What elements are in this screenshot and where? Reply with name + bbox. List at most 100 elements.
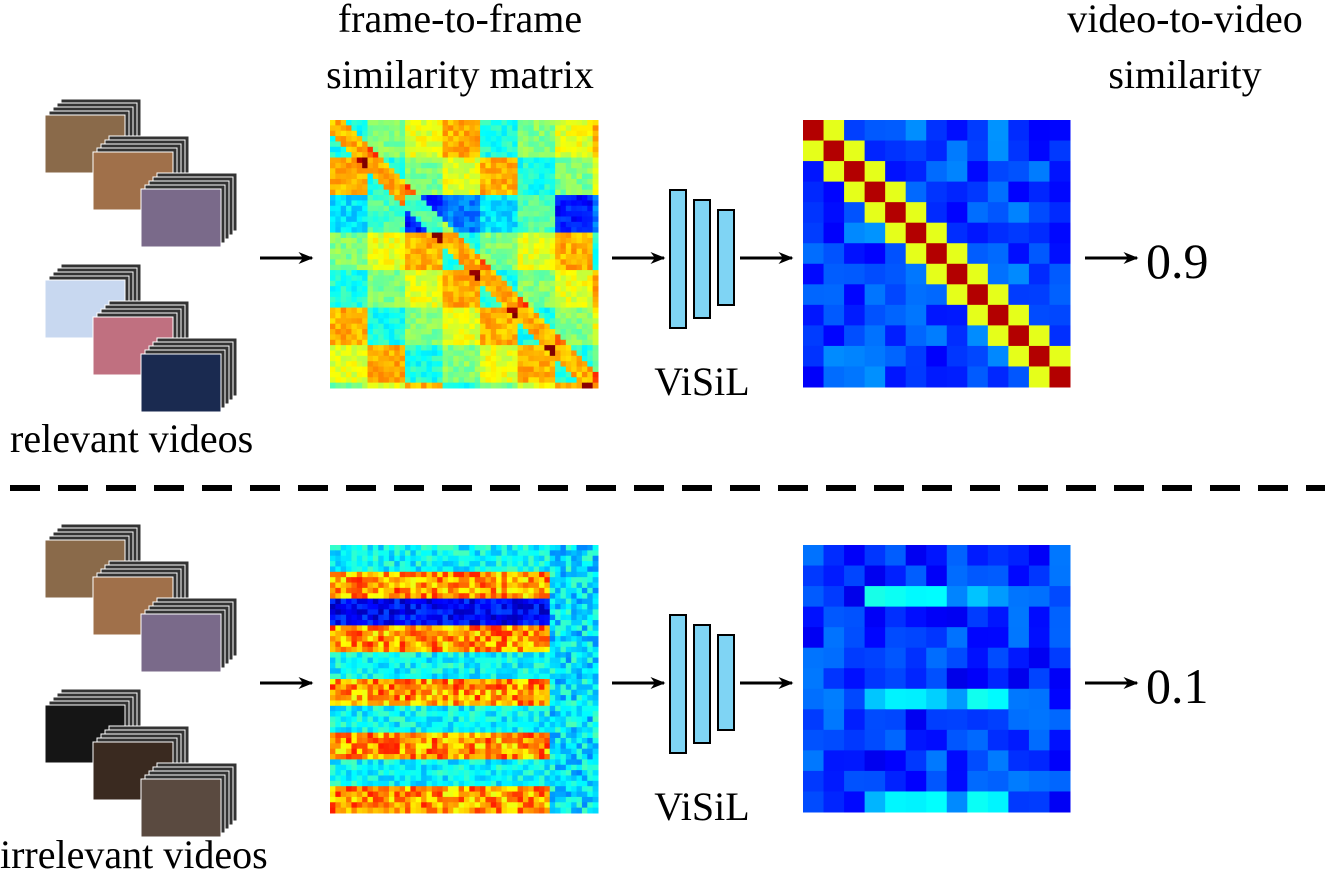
heatmap-cell: [587, 705, 594, 712]
heatmap-cell: [549, 775, 556, 782]
heatmap-cell: [480, 716, 486, 723]
heatmap-cell: [405, 243, 411, 250]
heatmap-cell: [362, 614, 369, 621]
heatmap-cell: [480, 550, 486, 557]
heatmap-cell: [512, 582, 519, 589]
heatmap-cell: [474, 566, 481, 573]
heatmap-cell: [533, 361, 540, 368]
heatmap-cell: [555, 286, 561, 293]
heatmap-cell: [506, 571, 513, 578]
heatmap-cell: [474, 625, 481, 632]
heatmap-cell: [464, 577, 470, 584]
heatmap-cell: [335, 296, 342, 303]
heatmap-cell: [496, 732, 503, 739]
heatmap-cell: [405, 345, 411, 351]
heatmap-cell: [372, 371, 379, 378]
heatmap-cell: [378, 323, 385, 330]
heatmap-cell: [571, 754, 578, 760]
heatmap-cell: [512, 329, 519, 335]
heatmap-cell: [426, 334, 433, 341]
heatmap-cell: [464, 673, 470, 680]
heatmap-cell: [405, 168, 411, 175]
heatmap-cell: [388, 162, 395, 169]
heatmap-cell: [415, 125, 422, 132]
heatmap-cell: [437, 216, 444, 223]
heatmap-cell: [571, 555, 578, 562]
heatmap-cell: [501, 184, 508, 191]
heatmap-cell: [399, 173, 406, 180]
heatmap-cell: [464, 545, 470, 551]
video-frame: [140, 778, 222, 838]
heatmap-cell: [415, 227, 422, 234]
heatmap-cell: [410, 248, 417, 255]
heatmap-cell: [501, 770, 508, 776]
heatmap-cell: [544, 657, 551, 664]
heatmap-cell: [469, 291, 476, 298]
heatmap-cell: [394, 168, 401, 175]
heatmap-cell: [571, 711, 578, 718]
heatmap-cell: [340, 545, 347, 551]
heatmap-cell: [405, 770, 411, 776]
heatmap-cell: [522, 609, 529, 616]
heatmap-cell: [560, 339, 567, 346]
heatmap-cell: [555, 270, 561, 276]
heatmap-cell: [823, 284, 845, 306]
heatmap-cell: [372, 382, 379, 389]
heatmap-cell: [372, 620, 379, 626]
heatmap-cell: [592, 652, 599, 659]
heatmap-cell: [560, 587, 567, 594]
heatmap-cell: [506, 775, 513, 782]
heatmap-cell: [330, 571, 336, 578]
heatmap-cell: [474, 125, 481, 132]
heatmap-cell: [367, 318, 374, 325]
heatmap-cell: [592, 668, 599, 675]
heatmap-cell: [549, 286, 556, 293]
heatmap-cell: [399, 243, 406, 250]
heatmap-cell: [367, 555, 374, 562]
heatmap-cell: [517, 312, 524, 319]
heatmap-cell: [555, 550, 561, 557]
heatmap-cell: [340, 614, 347, 621]
heatmap-cell: [372, 227, 379, 234]
heatmap-cell: [351, 334, 358, 341]
heatmap-cell: [372, 136, 379, 142]
heatmap-cell: [394, 566, 401, 573]
heatmap-cell: [885, 284, 907, 306]
heatmap-cell: [388, 555, 395, 562]
heatmap-cell: [480, 232, 486, 239]
heatmap-cell: [437, 732, 444, 739]
heatmap-cell: [474, 673, 481, 680]
heatmap-cell: [544, 141, 551, 148]
heatmap-cell: [335, 630, 342, 637]
heatmap-cell: [576, 307, 583, 314]
heatmap-cell: [351, 178, 358, 185]
heatmap-cell: [367, 668, 374, 675]
heatmap-cell: [330, 243, 336, 250]
heatmap-cell: [356, 243, 363, 250]
heatmap-cell: [539, 184, 545, 191]
heatmap-cell: [480, 780, 486, 787]
heatmap-cell: [496, 318, 503, 325]
heatmap-cell: [453, 732, 460, 739]
heatmap-cell: [565, 555, 572, 562]
heatmap-cell: [517, 237, 524, 244]
heatmap-cell: [528, 173, 535, 180]
heatmap-cell: [533, 200, 540, 207]
heatmap-cell: [480, 146, 486, 153]
heatmap-cell: [549, 764, 556, 771]
heatmap-cell: [405, 695, 411, 701]
heatmap-cell: [469, 345, 476, 351]
heatmap-cell: [447, 243, 454, 250]
heatmap-cell: [335, 620, 342, 626]
heatmap-cell: [565, 673, 572, 680]
heatmap-cell: [383, 205, 390, 212]
heatmap-cell: [485, 216, 492, 223]
heatmap-cell: [522, 205, 529, 212]
heatmap-cell: [592, 636, 599, 642]
heatmap-cell: [335, 211, 342, 217]
heatmap-cell: [340, 609, 347, 616]
heatmap-cell: [517, 652, 524, 659]
heatmap-cell: [474, 652, 481, 659]
heatmap-cell: [356, 587, 363, 594]
heatmap-cell: [431, 200, 438, 207]
